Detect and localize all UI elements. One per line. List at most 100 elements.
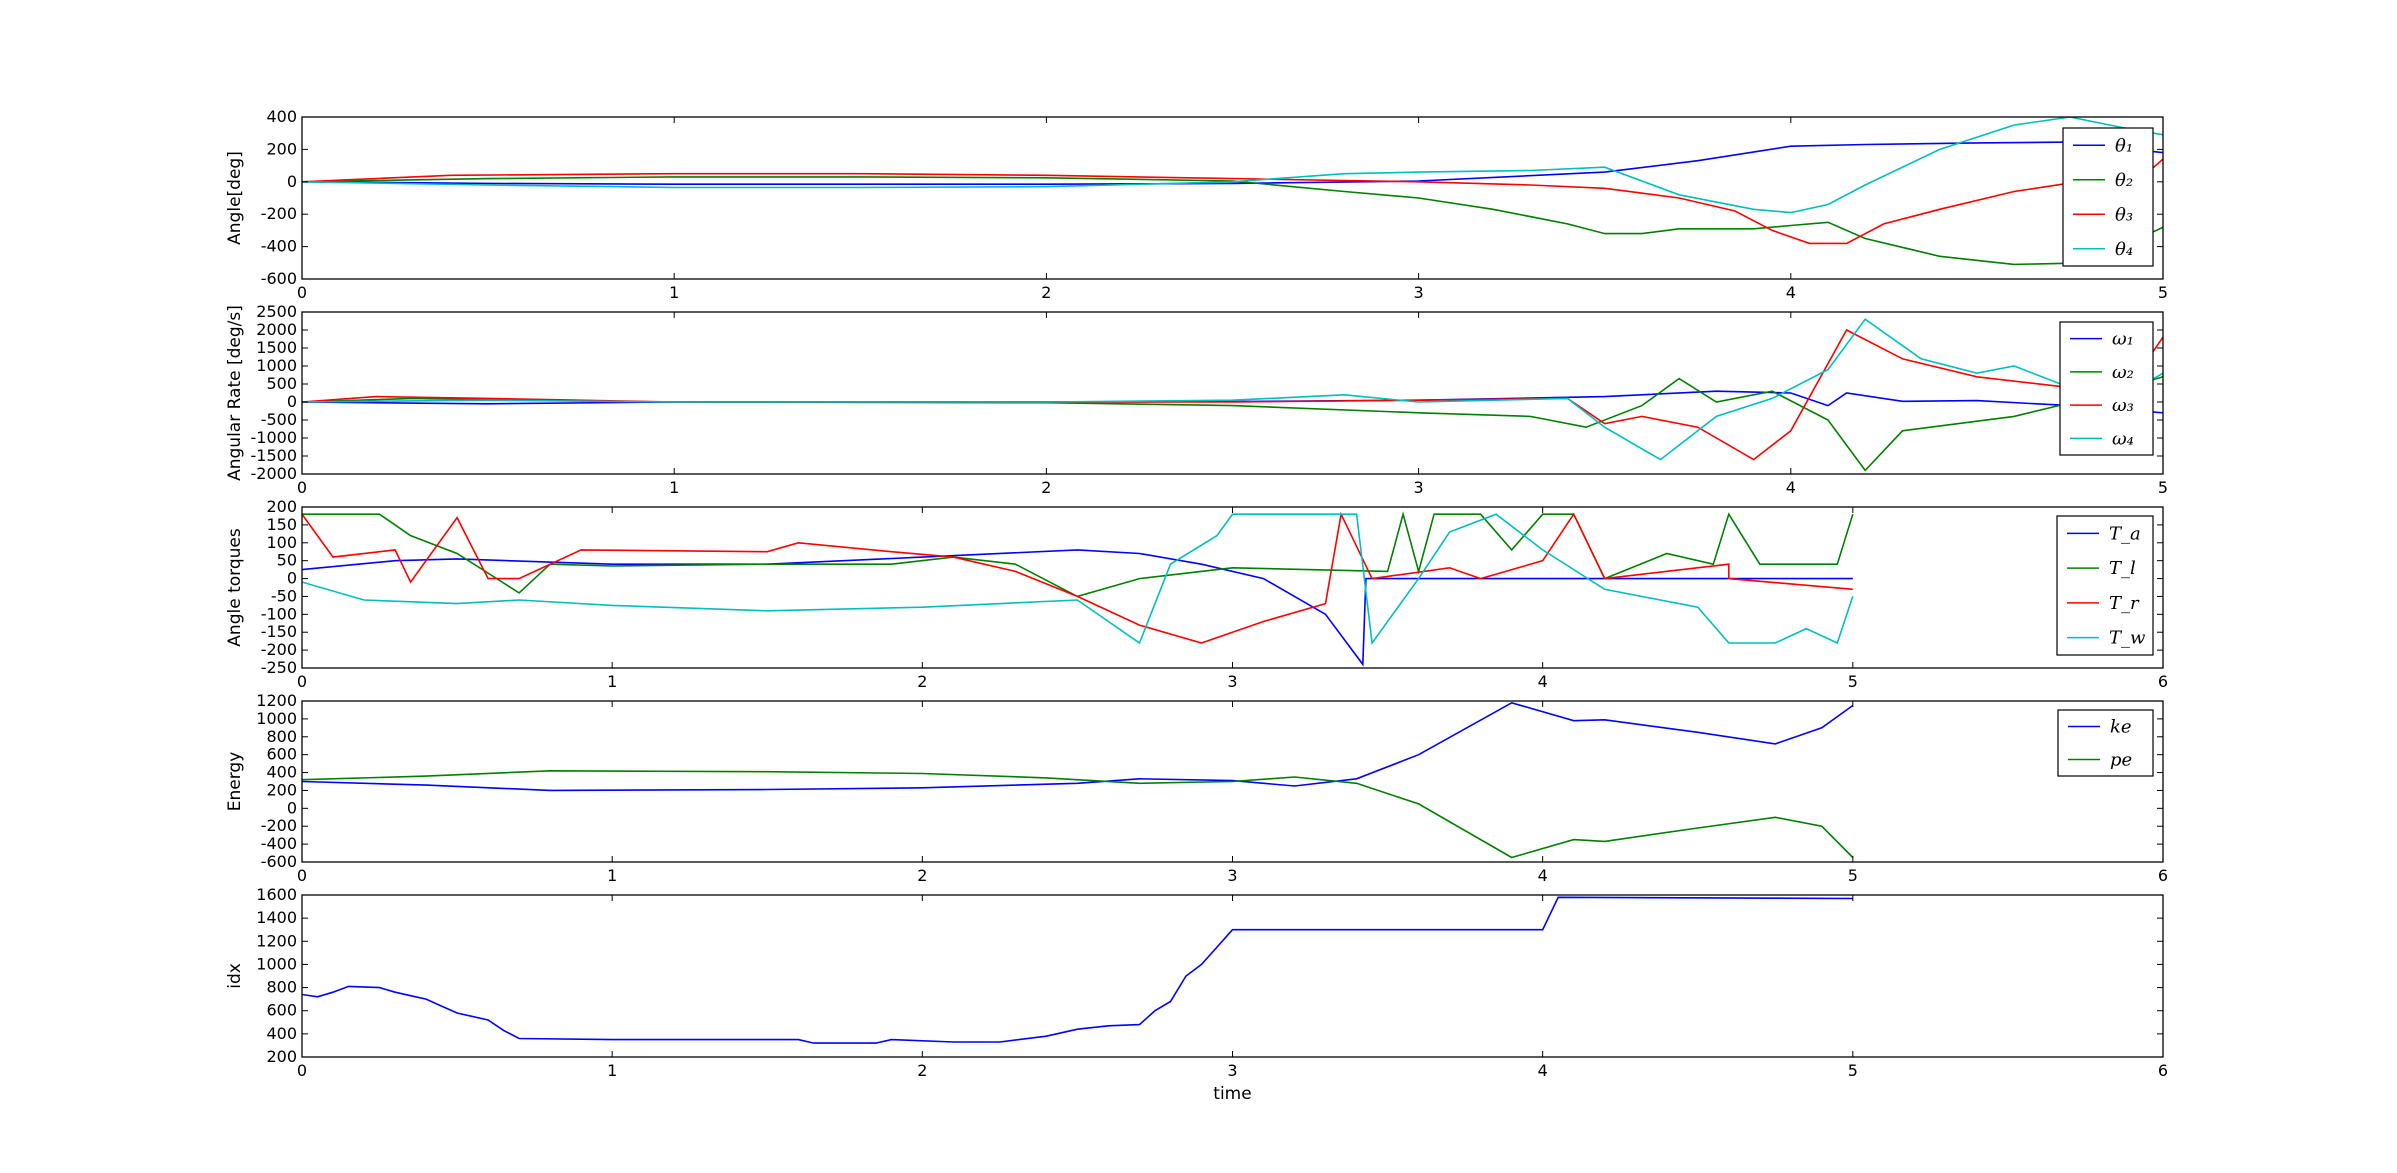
- x-tick-label: 0: [297, 866, 307, 885]
- x-tick-label: 4: [1786, 283, 1796, 302]
- y-tick-label: -200: [261, 816, 297, 835]
- y-tick-label: 1200: [256, 691, 297, 710]
- legend-entry: θ₁: [2115, 135, 2133, 156]
- y-tick-label: 0: [287, 392, 297, 411]
- x-tick-label: 4: [1538, 1061, 1548, 1080]
- y-tick-label: 400: [266, 1024, 297, 1043]
- y-tick-label: 50: [277, 551, 297, 570]
- y-tick-label: -600: [261, 852, 297, 871]
- y-tick-label: -200: [261, 204, 297, 223]
- y-tick-label: 200: [266, 1047, 297, 1066]
- legend-entry: ω₂: [2112, 362, 2134, 383]
- y-tick-label: 1000: [256, 356, 297, 375]
- x-tick-label: 6: [2158, 866, 2168, 885]
- legend-entry: θ₂: [2115, 170, 2133, 191]
- legend: ω₁ ω₂ ω₃ ω₄: [2059, 321, 2154, 456]
- y-tick-label: 200: [266, 497, 297, 516]
- y-axis-label: Angular Rate [deg/s]: [225, 305, 245, 481]
- axes-frame: [301, 506, 2164, 669]
- series-line-1: [302, 896, 1853, 1044]
- series-line-1: [302, 701, 1854, 792]
- y-tick-label: 0: [287, 798, 297, 817]
- x-tick-label: 4: [1538, 866, 1548, 885]
- x-tick-label: 6: [2158, 672, 2168, 691]
- subplot-1: 0 1 2 3 4 5-600-400-2000200400Angle[deg]θ₁θ₂θ…: [225, 107, 2168, 302]
- y-tick-label: -400: [261, 237, 297, 256]
- x-tick-label: 3: [1414, 478, 1424, 497]
- x-tick-label: 2: [917, 1061, 927, 1080]
- series-line-1: [302, 549, 1853, 667]
- y-axis-label: Energy: [225, 752, 245, 812]
- y-tick-label: 1200: [256, 931, 297, 950]
- axes-frame: [301, 311, 2164, 475]
- legend-entry: ω₄: [2112, 428, 2134, 449]
- axes-frame: [301, 894, 2164, 1058]
- x-tick-label: 3: [1414, 283, 1424, 302]
- y-tick-label: 150: [266, 515, 297, 534]
- x-tick-label: 1: [607, 1061, 617, 1080]
- x-tick-label: 3: [1227, 866, 1237, 885]
- legend-entry: θ₄: [2115, 239, 2133, 260]
- y-tick-label: -400: [261, 834, 297, 853]
- y-tick-label: 2000: [256, 320, 297, 339]
- x-axis-label: time: [1213, 1084, 1251, 1104]
- y-tick-label: 600: [266, 1001, 297, 1020]
- legend-entry: T_r: [2109, 593, 2140, 614]
- y-tick-label: -150: [261, 622, 297, 641]
- y-tick-label: 1000: [256, 709, 297, 728]
- x-tick-label: 2: [1041, 283, 1051, 302]
- legend-entry: T_w: [2109, 628, 2146, 649]
- y-tick-label: -1000: [251, 428, 298, 447]
- y-axis-label: Angle[deg]: [225, 151, 245, 245]
- y-tick-label: 0: [287, 172, 297, 191]
- y-tick-label: 800: [266, 978, 297, 997]
- legend-entry: ω₁: [2112, 329, 2134, 350]
- x-tick-label: 1: [607, 866, 617, 885]
- axes-frame: [301, 116, 2164, 280]
- y-tick-label: -200: [261, 640, 297, 659]
- series-line-2: [302, 511, 1854, 598]
- y-tick-label: 500: [266, 374, 297, 393]
- series-line-4: [302, 513, 1854, 646]
- y-tick-label: -100: [261, 604, 297, 623]
- y-tick-label: 1500: [256, 338, 297, 357]
- x-tick-label: 5: [1848, 1061, 1858, 1080]
- series-line-2: [302, 376, 2163, 472]
- x-tick-label: 0: [297, 1061, 307, 1080]
- series-line-2: [302, 176, 2163, 266]
- x-tick-label: 0: [297, 283, 307, 302]
- legend: ke pe: [2057, 709, 2154, 777]
- x-tick-label: 2: [917, 672, 927, 691]
- y-tick-label: -2000: [251, 464, 298, 483]
- y-tick-label: 200: [266, 139, 297, 158]
- y-tick-label: -1500: [251, 446, 298, 465]
- series-line-3: [302, 328, 2163, 461]
- x-tick-label: 1: [669, 478, 679, 497]
- series-line-3: [302, 511, 1853, 644]
- x-tick-label: 4: [1786, 478, 1796, 497]
- x-tick-label: 4: [1538, 672, 1548, 691]
- subplot-3: 0 1 2 3 4 5 6-250-200-150-100-50050100150200An…: [225, 497, 2168, 691]
- legend: T_a T_l T_r T_w: [2056, 515, 2154, 656]
- y-tick-label: 2500: [256, 302, 297, 321]
- y-tick-label: 1400: [256, 908, 297, 927]
- x-tick-label: 1: [669, 283, 679, 302]
- y-tick-label: -50: [271, 586, 297, 605]
- x-tick-label: 5: [1848, 672, 1858, 691]
- y-axis-label: Angle torques: [225, 528, 245, 647]
- legend-entry: pe: [2110, 750, 2132, 771]
- x-tick-label: 3: [1227, 672, 1237, 691]
- subplot-4: 0 1 2 3 4 5 6-600-400-200020040060080010001200…: [225, 691, 2168, 885]
- subplot-2: 0 1 2 3 4 5-2000-1500-1000-500050010001500200…: [225, 302, 2168, 497]
- series-line-3: [302, 158, 2163, 245]
- legend-entry: ω₃: [2112, 395, 2134, 416]
- subplot-5: 0 1 2 3 4 5 6 200 400 600 800 1000 1200 1400 1600 idx ti…: [225, 885, 2168, 1104]
- y-tick-label: 1000: [256, 954, 297, 973]
- x-tick-label: 0: [297, 478, 307, 497]
- x-tick-label: 2: [1041, 478, 1051, 497]
- y-axis-label: idx: [225, 963, 245, 989]
- x-tick-label: 5: [2158, 478, 2168, 497]
- x-tick-label: 6: [2158, 1061, 2168, 1080]
- legend: θ₁ θ₂ θ₃ θ₄: [2062, 127, 2154, 267]
